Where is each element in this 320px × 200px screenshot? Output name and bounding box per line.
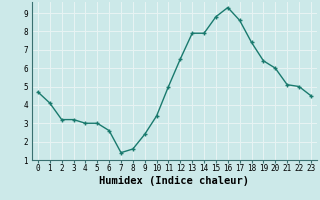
X-axis label: Humidex (Indice chaleur): Humidex (Indice chaleur) [100,176,249,186]
